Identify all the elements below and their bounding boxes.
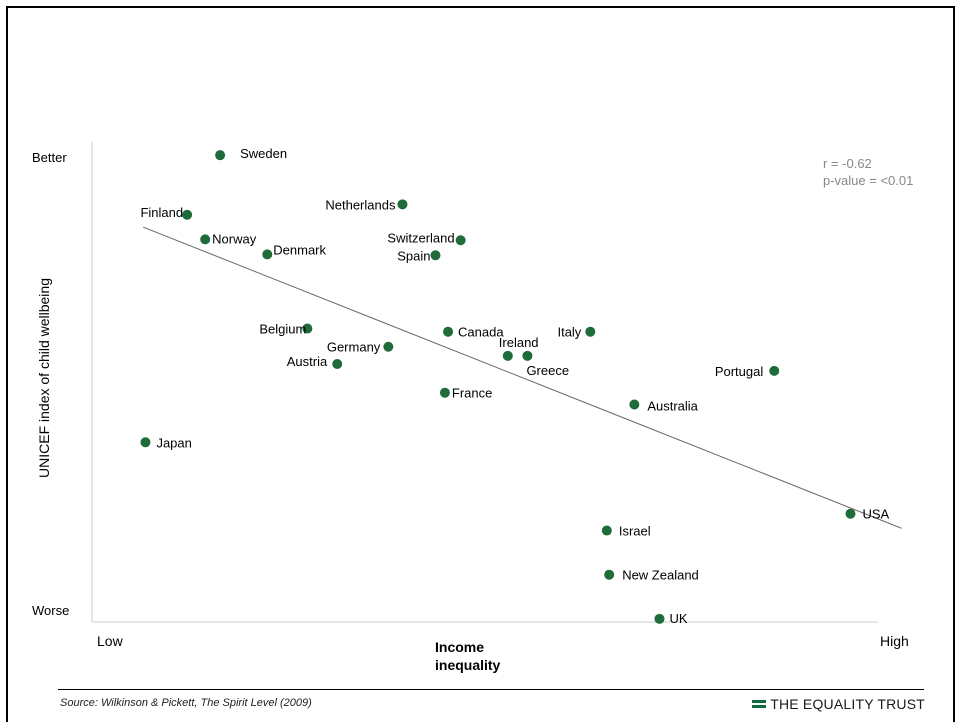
point-label-greece: Greece — [526, 363, 569, 378]
point-spain — [430, 250, 441, 261]
point-new-zealand — [604, 569, 615, 580]
slide-frame — [6, 6, 955, 722]
footer-divider — [58, 689, 924, 690]
point-label-belgium: Belgium — [259, 322, 306, 337]
x-tick-low: Low — [97, 633, 124, 649]
point-label-norway: Norway — [212, 231, 257, 246]
point-label-denmark: Denmark — [273, 242, 326, 257]
point-sweden — [215, 150, 226, 161]
point-france — [439, 387, 450, 398]
x-axis-label-box: Income inequality — [435, 639, 501, 673]
point-ireland — [502, 350, 513, 361]
point-portugal — [769, 365, 780, 376]
x-tick-high: High — [880, 633, 909, 649]
point-australia — [629, 399, 640, 410]
point-label-ireland: Ireland — [499, 335, 539, 350]
point-netherlands — [397, 199, 408, 210]
source-citation: Source: Wilkinson & Pickett, The Spirit … — [60, 697, 312, 709]
point-japan — [140, 437, 151, 448]
source-suffix: (2009) — [276, 697, 312, 709]
trend-line — [142, 226, 902, 529]
point-label-australia: Australia — [647, 399, 698, 414]
point-label-portugal: Portugal — [715, 364, 764, 379]
point-germany — [383, 341, 394, 352]
point-label-spain: Spain — [397, 248, 430, 263]
point-uk — [654, 613, 665, 624]
point-label-israel: Israel — [619, 524, 651, 539]
point-israel — [601, 525, 612, 536]
point-label-italy: Italy — [557, 325, 581, 340]
point-label-canada: Canada — [458, 325, 504, 340]
point-label-usa: USA — [862, 507, 889, 522]
stat-p: p-value = <0.01 — [823, 173, 913, 188]
points-layer: Sweden Netherlands Finland Norway Denmark Swi… — [140, 146, 890, 626]
point-label-new-zealand: New Zealand — [622, 568, 699, 583]
point-label-netherlands: Netherlands — [325, 197, 396, 212]
point-label-france: France — [452, 386, 492, 401]
point-label-austria: Austria — [287, 354, 328, 369]
brand-logo: THE EQUALITY TRUST — [752, 696, 925, 712]
source-title: The Spirit Level — [200, 697, 277, 709]
point-belgium — [302, 323, 313, 334]
point-canada — [443, 326, 454, 337]
point-greece — [522, 350, 533, 361]
x-axis-label: Income inequality — [435, 639, 501, 673]
y-tick-better: Better — [32, 150, 67, 165]
point-label-germany: Germany — [327, 340, 381, 355]
point-label-uk: UK — [669, 611, 687, 626]
point-switzerland — [455, 235, 466, 246]
point-denmark — [262, 249, 273, 260]
point-label-switzerland: Switzerland — [387, 230, 454, 245]
point-label-sweden: Sweden — [240, 146, 287, 161]
y-tick-worse: Worse — [32, 603, 69, 618]
point-italy — [585, 326, 596, 337]
point-label-finland: Finland — [140, 205, 183, 220]
point-austria — [332, 359, 343, 370]
equals-icon — [752, 700, 767, 708]
y-axis-label: UNICEF index of child wellbeing — [36, 278, 52, 478]
source-prefix: Source: Wilkinson & Pickett, — [60, 697, 201, 709]
point-usa — [845, 508, 856, 519]
brand-text: THE EQUALITY TRUST — [770, 696, 925, 712]
point-label-japan: Japan — [156, 435, 191, 450]
stat-r: r = -0.62 — [823, 156, 872, 171]
point-finland — [182, 209, 193, 220]
point-norway — [200, 234, 211, 245]
